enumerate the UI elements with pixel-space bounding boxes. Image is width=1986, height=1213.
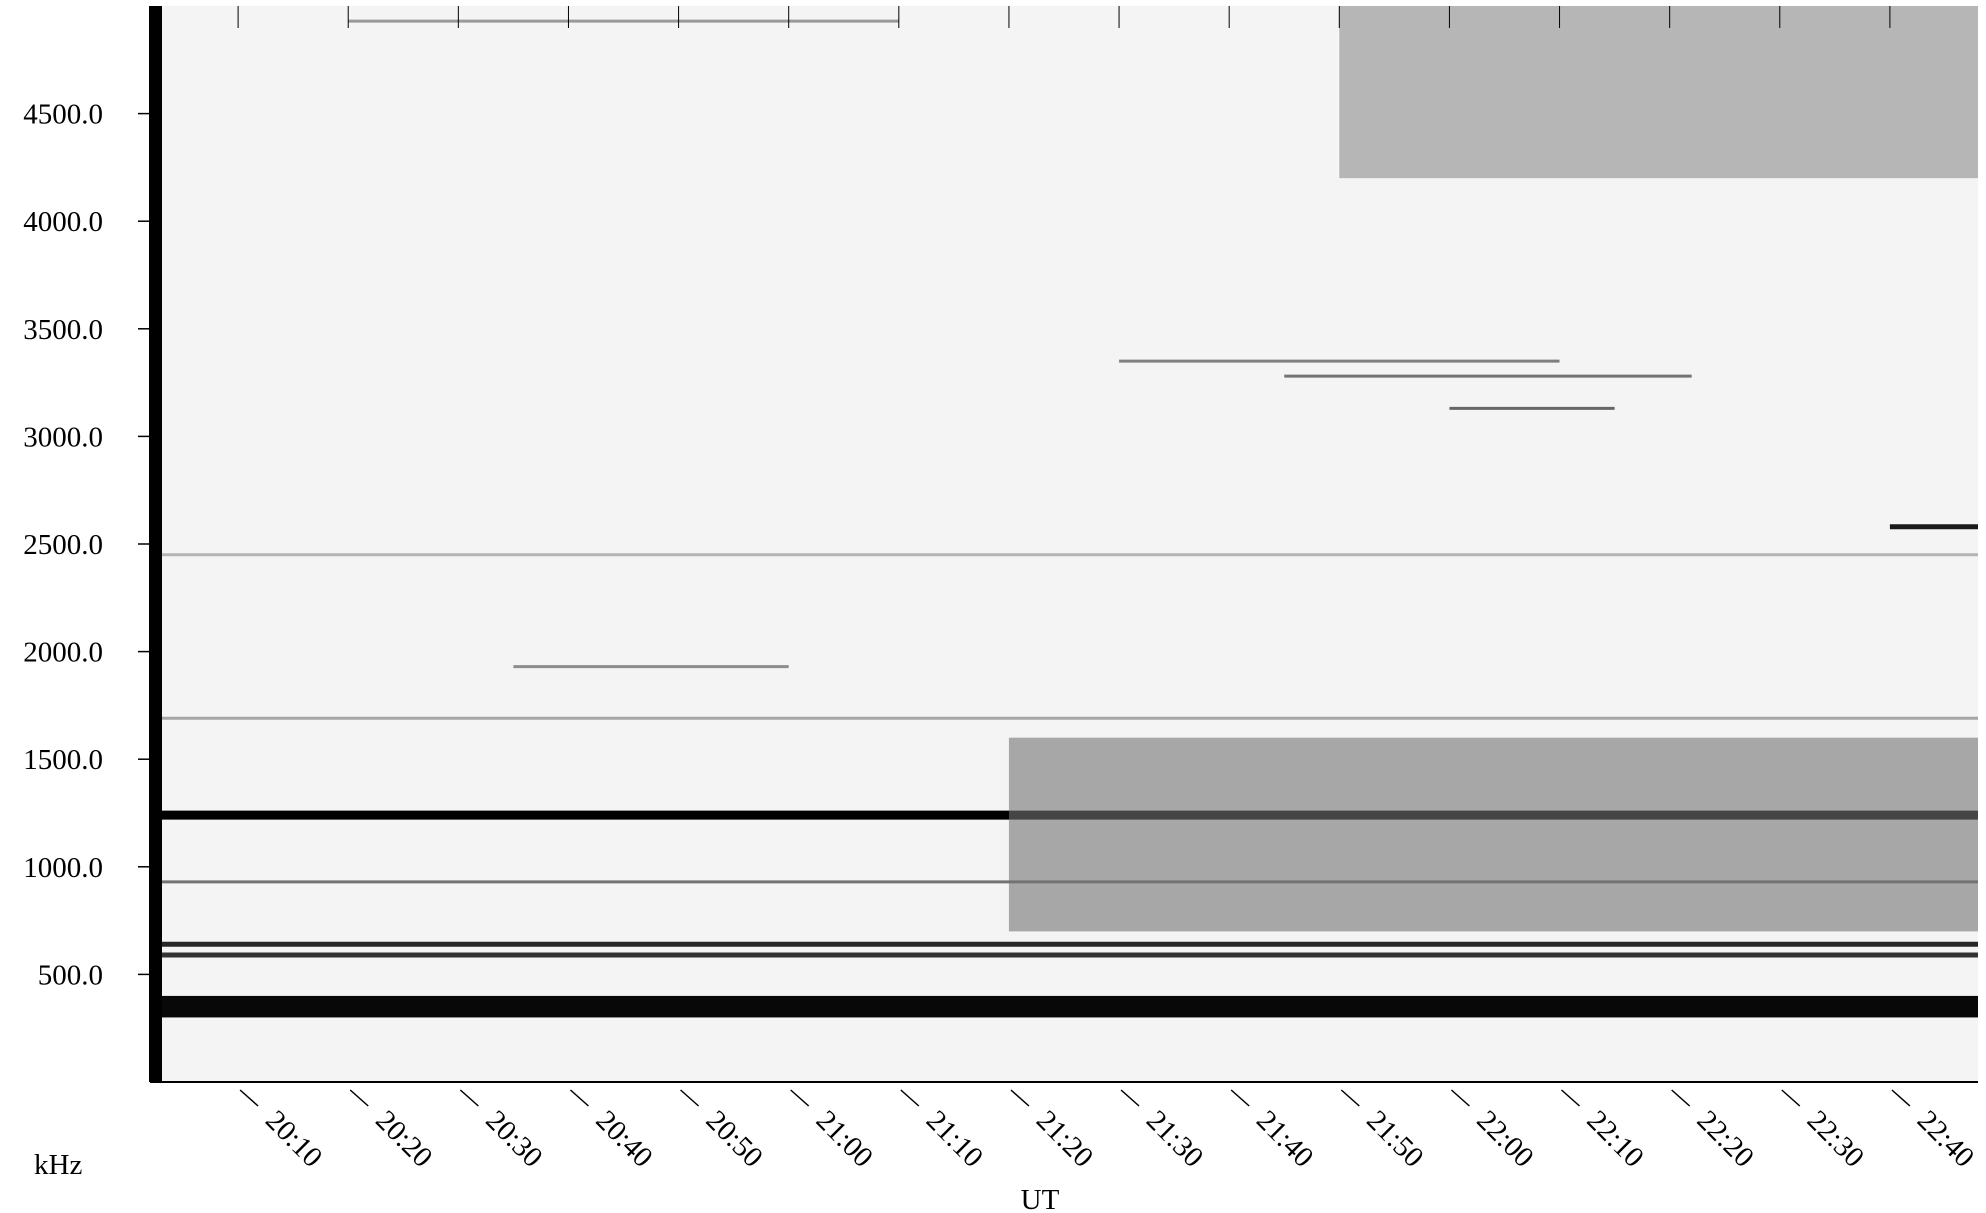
y-axis: 500.0 1000.0 1500.0 2000.0 2500.0 3000.0 3500.… <box>23 99 150 991</box>
x-tick-mark <box>1781 1089 1801 1107</box>
y-tick-label: 2500.0 <box>23 529 103 561</box>
x-axis-title: UT <box>1021 1184 1060 1213</box>
x-tick-mark <box>349 1089 369 1107</box>
y-tick-label: 3500.0 <box>23 314 103 346</box>
x-tick-mark <box>1230 1089 1250 1107</box>
x-tick-mark <box>1891 1089 1911 1107</box>
y-axis-title: kHz <box>34 1149 82 1181</box>
x-tick-mark <box>1340 1089 1360 1107</box>
x-tick-mark <box>1010 1089 1030 1107</box>
x-tick-mark <box>790 1089 810 1107</box>
y-tick-label: 4000.0 <box>23 206 103 238</box>
plot-area <box>149 6 1978 1083</box>
upper-emission-late <box>1339 6 1978 179</box>
y-tick-label: 500.0 <box>38 959 103 991</box>
x-tick-mark <box>239 1089 259 1107</box>
left-edge-band <box>150 6 162 1082</box>
broad-band-emission-low <box>150 995 1978 1018</box>
x-tick-mark <box>459 1089 479 1107</box>
diffuse-emission-late <box>1008 737 1978 932</box>
x-tick-mark <box>1450 1089 1470 1107</box>
y-tick-label: 1500.0 <box>23 744 103 776</box>
y-tick-label: 2000.0 <box>23 637 103 669</box>
x-tick-mark <box>1671 1089 1691 1107</box>
x-tick-mark <box>1120 1089 1140 1107</box>
x-tick-mark <box>1561 1089 1581 1107</box>
x-tick-mark <box>680 1089 700 1107</box>
x-tick-mark <box>900 1089 920 1107</box>
y-tick-label: 1000.0 <box>23 852 103 884</box>
y-tick-label: 4500.0 <box>23 99 103 131</box>
x-tick-mark <box>569 1089 589 1107</box>
y-tick-label: 3000.0 <box>23 421 103 453</box>
